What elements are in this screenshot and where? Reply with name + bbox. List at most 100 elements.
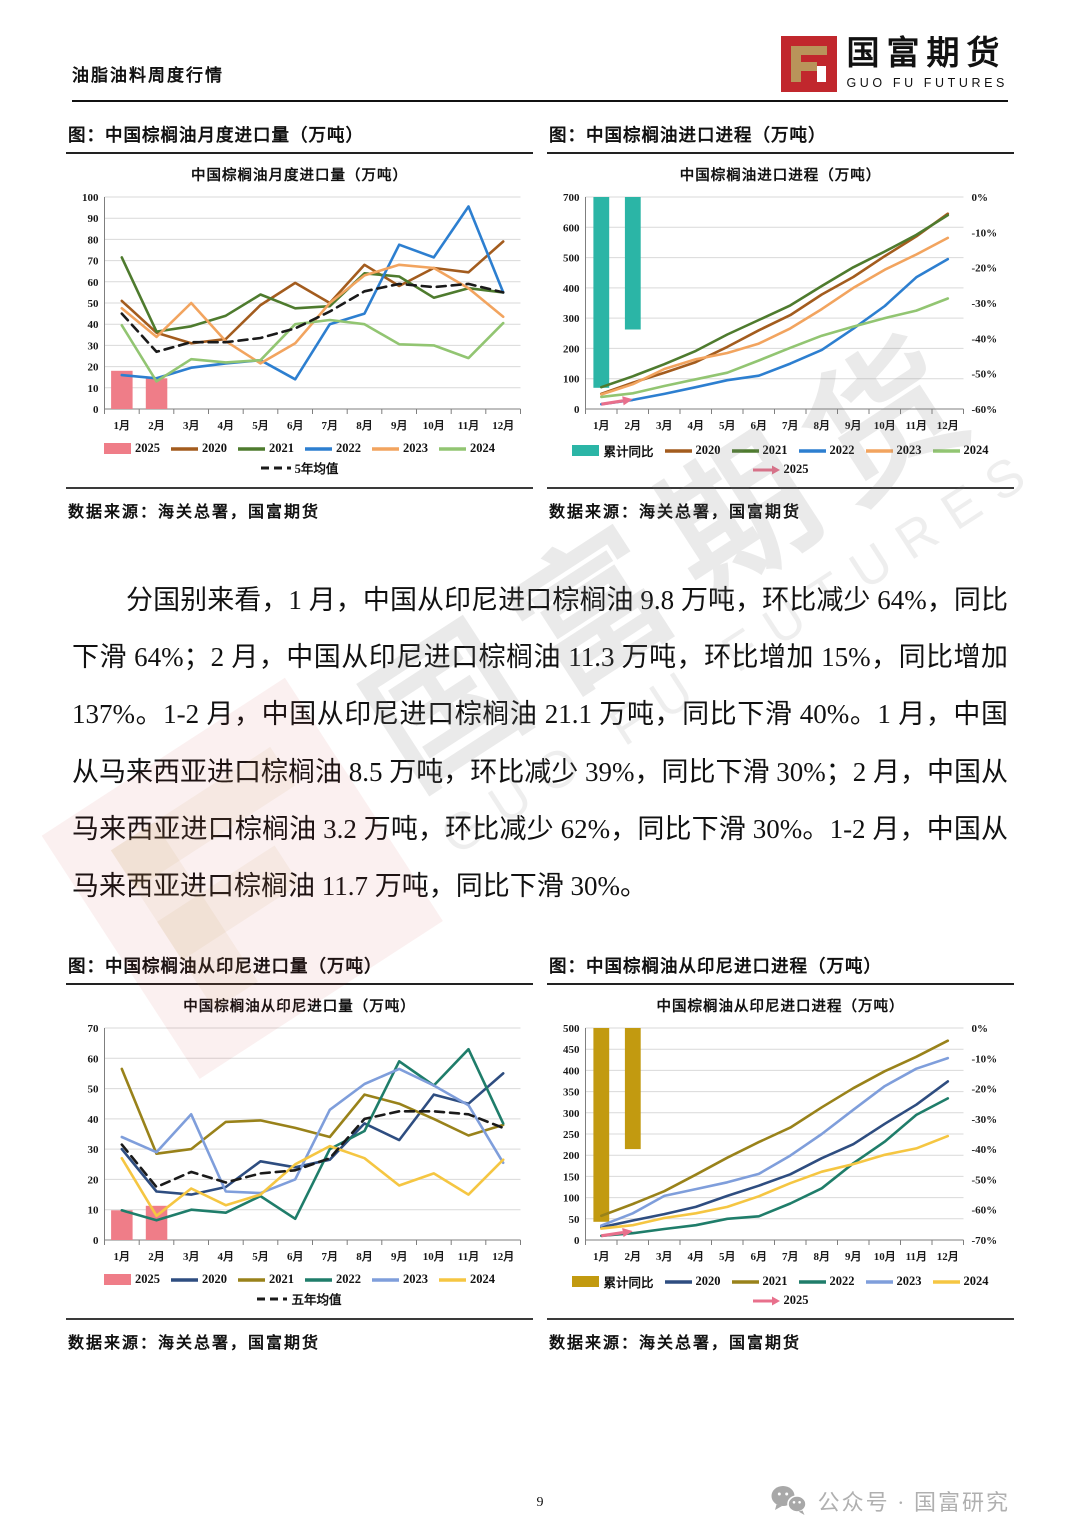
svg-text:100: 100 — [563, 374, 580, 386]
legend-item-五年均值: 五年均值 — [257, 1293, 342, 1308]
series-2021 — [120, 256, 505, 333]
chart-legend: 2025 2020 2021 2022 2023 2024 五年均值 — [66, 1272, 533, 1308]
series-2023 — [599, 1057, 950, 1228]
bar-2025-2月 — [145, 1206, 168, 1241]
svg-text:70: 70 — [88, 1023, 100, 1035]
svg-text:-60%: -60% — [972, 404, 998, 416]
charts-row-bottom: 图：中国棕榈油从印尼进口量（万吨） 中国棕榈油从印尼进口量（万吨） 0 10 20 3… — [66, 951, 1014, 1353]
chart-title: 中国棕榈油月度进口量（万吨） — [191, 168, 408, 184]
svg-text:6月: 6月 — [287, 1250, 304, 1263]
svg-text:400: 400 — [563, 283, 580, 295]
wechat-icon — [771, 1486, 807, 1515]
svg-text:60: 60 — [88, 1054, 100, 1066]
bar-2025-1月 — [111, 370, 133, 409]
legend-item-2021: 2021 — [238, 441, 294, 455]
legend-item-2025: 2025 — [752, 462, 809, 477]
series-2025-arrowhead — [622, 1228, 633, 1238]
svg-text:11月: 11月 — [458, 419, 479, 432]
wechat-label: 公众号 · 国富研究 — [817, 1490, 1010, 1515]
series-2025-arrowhead — [622, 396, 633, 406]
svg-text:250: 250 — [563, 1129, 580, 1141]
svg-text:-30%: -30% — [972, 1114, 998, 1126]
series-2022 — [599, 1097, 950, 1238]
svg-text:12月: 12月 — [937, 1250, 959, 1263]
svg-text:70: 70 — [88, 256, 100, 268]
svg-text:20: 20 — [88, 362, 100, 374]
svg-text:9月: 9月 — [391, 1250, 408, 1263]
legend-item-累计同比: 累计同比 — [572, 1272, 654, 1291]
chart-canvas-monthly-imports: 0 10 20 30 40 50 60 70 80 90 100 1月 2月 3月 4月 5月 6月 7月 8月 9月… — [66, 187, 533, 439]
svg-text:12月: 12月 — [492, 1250, 514, 1263]
svg-text:40: 40 — [88, 319, 100, 331]
svg-text:5月: 5月 — [719, 419, 736, 432]
data-source-label: 数据来源：海关总署，国富期货 — [68, 1335, 321, 1353]
figure-indonesia-imports: 图：中国棕榈油从印尼进口量（万吨） 中国棕榈油从印尼进口量（万吨） 0 10 20 3… — [66, 951, 533, 1353]
legend-item-2024: 2024 — [932, 443, 989, 457]
svg-text:2月: 2月 — [148, 419, 165, 432]
svg-text:10: 10 — [88, 1205, 100, 1217]
svg-text:50: 50 — [88, 298, 100, 310]
legend-item-5年均值: 5年均值 — [260, 462, 339, 476]
svg-text:0%: 0% — [972, 192, 989, 204]
svg-text:2月: 2月 — [148, 1250, 165, 1263]
brand-name-en: GUO FU FUTURES — [846, 76, 1008, 90]
svg-text:-20%: -20% — [972, 1084, 998, 1096]
figure-caption: 图：中国棕榈油从印尼进口进程（万吨） — [547, 951, 1014, 986]
svg-text:-40%: -40% — [972, 1145, 998, 1157]
svg-text:1月: 1月 — [593, 419, 610, 432]
chart-canvas-indonesia-progress: 0 50 100 150 200 250 300 350 400 450 500 0% -10% -20%… — [547, 1018, 1014, 1270]
svg-text:60: 60 — [88, 277, 100, 289]
series-2024 — [599, 297, 950, 399]
series-2025 — [601, 1231, 624, 1238]
svg-text:200: 200 — [563, 343, 580, 355]
svg-text:3月: 3月 — [656, 419, 673, 432]
svg-text:500: 500 — [563, 253, 580, 265]
series-2020 — [599, 212, 950, 396]
legend-item-2025: 2025 — [104, 1272, 160, 1287]
legend-item-2023: 2023 — [372, 441, 428, 455]
svg-text:-60%: -60% — [972, 1205, 998, 1217]
charts-row-top: 图：中国棕榈油月度进口量（万吨） 中国棕榈油月度进口量（万吨） 0 10 20 30 4… — [66, 120, 1014, 522]
svg-text:-40%: -40% — [972, 333, 998, 345]
svg-text:150: 150 — [563, 1172, 580, 1184]
svg-text:2月: 2月 — [625, 1250, 642, 1263]
figure-monthly-imports: 图：中国棕榈油月度进口量（万吨） 中国棕榈油月度进口量（万吨） 0 10 20 30 4… — [66, 120, 533, 522]
legend-item-2025: 2025 — [752, 1293, 809, 1308]
svg-text:-50%: -50% — [972, 1175, 998, 1187]
figure-frame: 中国棕榈油从印尼进口进程（万吨） 0 50 100 150 200 250 300 350 40… — [547, 985, 1014, 1321]
svg-text:5月: 5月 — [252, 1250, 269, 1263]
svg-text:10月: 10月 — [423, 1250, 445, 1263]
legend-item-2020: 2020 — [664, 1274, 721, 1289]
legend-item-2022: 2022 — [305, 1272, 361, 1287]
chart-legend: 累计同比 2020 2021 2022 2023 2024 2025 — [547, 441, 1014, 477]
legend-item-2021: 2021 — [731, 1274, 788, 1289]
series-2024 — [120, 318, 505, 383]
legend-item-2024: 2024 — [439, 441, 495, 455]
legend-item-2022: 2022 — [305, 441, 361, 455]
svg-text:5月: 5月 — [252, 419, 269, 432]
svg-text:300: 300 — [563, 313, 580, 325]
figure-frame: 中国棕榈油从印尼进口量（万吨） 0 10 20 30 40 50 60 70 1月 2月 3月 4月 5… — [66, 985, 533, 1321]
svg-text:90: 90 — [88, 213, 100, 225]
chart-title: 中国棕榈油从印尼进口进程（万吨） — [656, 999, 905, 1016]
svg-text:400: 400 — [563, 1066, 580, 1078]
series-2023 — [599, 236, 950, 396]
svg-text:8月: 8月 — [814, 1250, 831, 1263]
svg-text:5月: 5月 — [719, 1250, 736, 1263]
series-2022 — [120, 205, 505, 381]
bar-累计同比-2月 — [624, 1028, 641, 1150]
page-number: 9 — [536, 1495, 544, 1510]
figure-caption: 图：中国棕榈油月度进口量（万吨） — [66, 120, 533, 154]
legend-item-2020: 2020 — [664, 443, 721, 457]
svg-text:4月: 4月 — [688, 419, 705, 432]
bar-累计同比-2月 — [624, 197, 641, 330]
legend-item-2024: 2024 — [932, 1274, 989, 1289]
svg-text:1月: 1月 — [114, 1250, 130, 1263]
data-source-label: 数据来源：海关总署，国富期货 — [68, 504, 321, 521]
document-title: 油脂油料周度行情 — [72, 66, 224, 85]
analysis-paragraph: 分国别来看，1 月，中国从印尼进口棕榈油 9.8 万吨，环比减少 64%，同比下… — [72, 585, 1008, 902]
legend-item-2022: 2022 — [798, 443, 855, 457]
svg-text:10月: 10月 — [423, 419, 445, 432]
svg-text:-50%: -50% — [972, 369, 998, 381]
svg-text:-30%: -30% — [972, 298, 998, 310]
